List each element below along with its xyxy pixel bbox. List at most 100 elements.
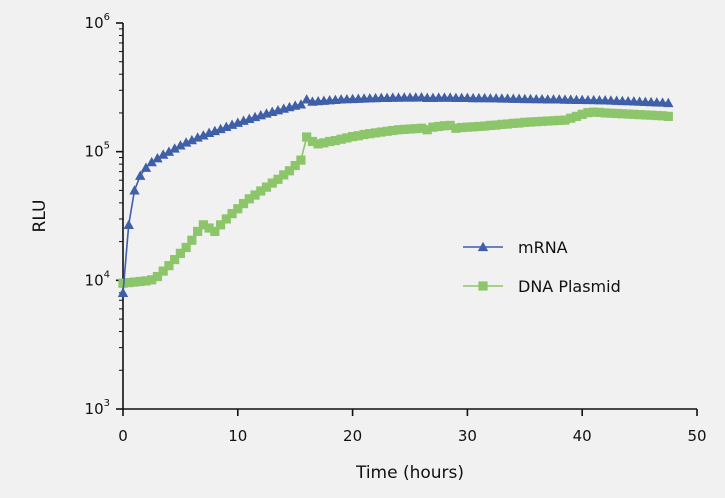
- data-point: [140, 162, 152, 172]
- data-point: [657, 111, 668, 121]
- data-point: [640, 110, 650, 120]
- legend-label: DNA Plasmid: [518, 277, 621, 296]
- data-point: [617, 109, 627, 119]
- legend-marker: [477, 241, 489, 252]
- data-point: [348, 131, 358, 142]
- data-point: [382, 126, 392, 136]
- data-point: [141, 276, 151, 286]
- data-point: [571, 111, 582, 121]
- x-tick-label: 50: [687, 427, 706, 445]
- x-tick-label: 40: [573, 427, 592, 445]
- data-point: [158, 266, 168, 276]
- data-point: [129, 185, 140, 195]
- data-point: [376, 127, 386, 137]
- data-point: [566, 113, 576, 123]
- data-point: [353, 131, 363, 141]
- data-point: [284, 166, 295, 176]
- data-point: [600, 108, 610, 118]
- data-point: [193, 226, 203, 237]
- data-point: [227, 209, 237, 219]
- data-point: [123, 219, 134, 229]
- data-point: [497, 119, 507, 129]
- data-point: [583, 108, 593, 118]
- data-point: [152, 152, 163, 163]
- axes: 0 10 20 30 40 50 103 104 105 106: [85, 12, 707, 445]
- data-point: [663, 97, 674, 108]
- data-point: [267, 178, 277, 188]
- y-axis-title: RLU: [30, 200, 50, 233]
- data-point: [548, 116, 559, 126]
- data-point: [560, 115, 570, 125]
- data-point: [635, 110, 645, 120]
- y-tick-label: 105: [85, 141, 110, 161]
- data-point: [365, 129, 375, 139]
- legend-label: mRNA: [518, 238, 568, 257]
- data-point: [663, 111, 673, 121]
- data-point: [256, 186, 266, 196]
- data-point: [118, 278, 128, 288]
- data-point: [129, 277, 140, 287]
- data-point: [434, 121, 444, 132]
- data-point: [623, 109, 633, 119]
- data-point: [577, 109, 587, 119]
- data-point: [175, 140, 186, 150]
- data-point: [215, 220, 226, 230]
- x-axis-title: Time (hours): [355, 463, 464, 483]
- data-point: [295, 99, 307, 109]
- data-point: [537, 116, 547, 126]
- data-point: [152, 271, 163, 282]
- data-point: [445, 120, 455, 131]
- legend-marker: [478, 281, 488, 291]
- data-point: [319, 138, 329, 148]
- data-point: [411, 124, 421, 134]
- legend: mRNA DNA Plasmid: [463, 238, 621, 296]
- data-point: [502, 119, 513, 129]
- data-point: [296, 155, 306, 165]
- data-point: [554, 115, 564, 125]
- data-point: [244, 194, 254, 204]
- x-tick-label: 0: [118, 427, 128, 445]
- data-point: [422, 125, 432, 135]
- data-point: [313, 139, 323, 149]
- y-tick-label: 104: [85, 269, 110, 289]
- data-point: [135, 276, 145, 287]
- data-point: [462, 122, 472, 132]
- data-point: [157, 149, 169, 159]
- data-point: [261, 182, 272, 192]
- data-point: [181, 242, 191, 253]
- data-point: [439, 121, 450, 131]
- series-dna-plasmid: [118, 107, 673, 288]
- data-point: [543, 116, 553, 126]
- data-point: [117, 287, 129, 297]
- data-point: [187, 235, 197, 245]
- data-point: [273, 174, 283, 184]
- data-point: [428, 122, 438, 132]
- data-point: [307, 136, 318, 147]
- data-point: [135, 170, 146, 180]
- data-point: [589, 107, 599, 117]
- data-point: [520, 117, 530, 127]
- series-mrna: [117, 92, 674, 297]
- data-point: [146, 156, 157, 167]
- data-point: [169, 143, 180, 153]
- data-point: [485, 120, 495, 131]
- data-point: [652, 110, 662, 121]
- data-point: [250, 190, 260, 200]
- data-point: [164, 261, 174, 271]
- data-point: [359, 129, 369, 140]
- data-point: [198, 220, 208, 230]
- data-point: [336, 134, 346, 144]
- data-point: [646, 110, 656, 120]
- data-point: [204, 223, 214, 233]
- data-point: [457, 122, 467, 133]
- data-point: [302, 132, 312, 142]
- data-point: [612, 108, 622, 119]
- data-point: [399, 124, 409, 134]
- data-point: [514, 118, 524, 128]
- data-point: [233, 204, 243, 214]
- y-tick-label: 103: [85, 398, 110, 418]
- data-point: [210, 226, 220, 237]
- data-point: [290, 160, 300, 171]
- x-tick-label: 30: [458, 427, 477, 445]
